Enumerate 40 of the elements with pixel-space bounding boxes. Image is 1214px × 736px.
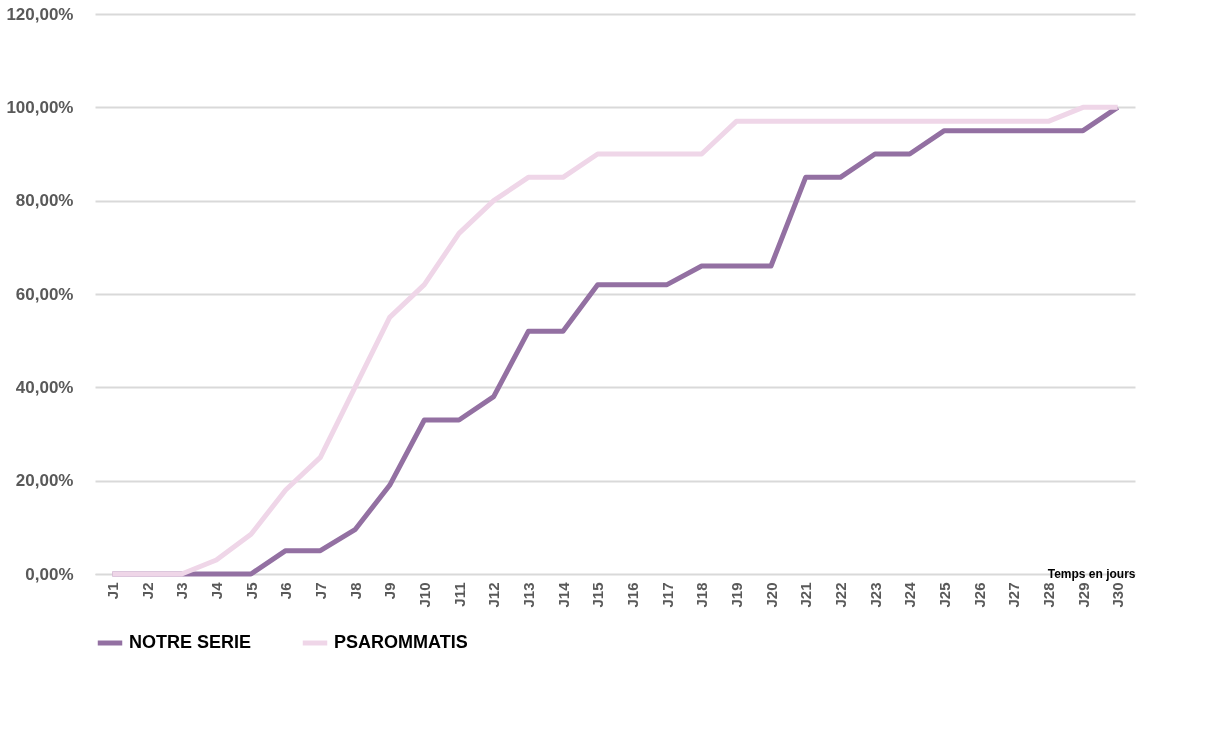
- x-tick-label: J10: [415, 582, 433, 608]
- x-tick-label: J21: [797, 582, 815, 608]
- legend-label: PSAROMMATIS: [334, 632, 468, 652]
- x-tick-label: J15: [589, 582, 607, 608]
- y-tick-label: 0,00%: [25, 564, 74, 584]
- x-tick-label: J25: [935, 582, 953, 608]
- x-tick-label: J11: [450, 582, 468, 607]
- x-tick-label: J19: [727, 582, 745, 608]
- x-tick-label: J30: [1109, 582, 1127, 608]
- x-tick-label: J3: [173, 582, 191, 600]
- y-tick-label: 60,00%: [15, 284, 74, 304]
- x-tick-label: J18: [693, 582, 711, 608]
- x-tick-label: J8: [346, 582, 364, 600]
- x-tick-label: J17: [658, 582, 676, 608]
- x-tick-label: J26: [970, 582, 988, 608]
- x-tick-label: J7: [311, 582, 329, 600]
- x-tick-label: J27: [1005, 582, 1023, 608]
- x-tick-label: J5: [242, 582, 260, 600]
- x-tick-label: J9: [381, 582, 399, 600]
- x-tick-label: J28: [1039, 582, 1057, 608]
- y-tick-label: 100,00%: [6, 97, 74, 117]
- x-axis-title: Temps en jours: [1047, 566, 1136, 581]
- x-tick-label: J14: [554, 581, 572, 608]
- legend-label: NOTRE SERIE: [129, 632, 252, 652]
- x-tick-label: J16: [623, 582, 641, 608]
- y-tick-label: 20,00%: [15, 471, 74, 491]
- y-tick-label: 40,00%: [15, 377, 74, 397]
- x-tick-label: J20: [762, 582, 780, 608]
- x-tick-label: J29: [1074, 582, 1092, 608]
- x-tick-label: J1: [103, 582, 121, 600]
- x-tick-label: J2: [138, 582, 156, 600]
- x-tick-label: J6: [277, 582, 295, 600]
- y-tick-label: 120,00%: [6, 4, 74, 24]
- x-tick-label: J22: [831, 582, 849, 608]
- y-tick-label: 80,00%: [15, 191, 74, 211]
- x-tick-label: J12: [485, 582, 503, 608]
- x-tick-label: J23: [866, 582, 884, 608]
- x-tick-label: J13: [519, 582, 537, 608]
- x-tick-label: J24: [901, 581, 919, 608]
- x-tick-label: J4: [207, 581, 225, 600]
